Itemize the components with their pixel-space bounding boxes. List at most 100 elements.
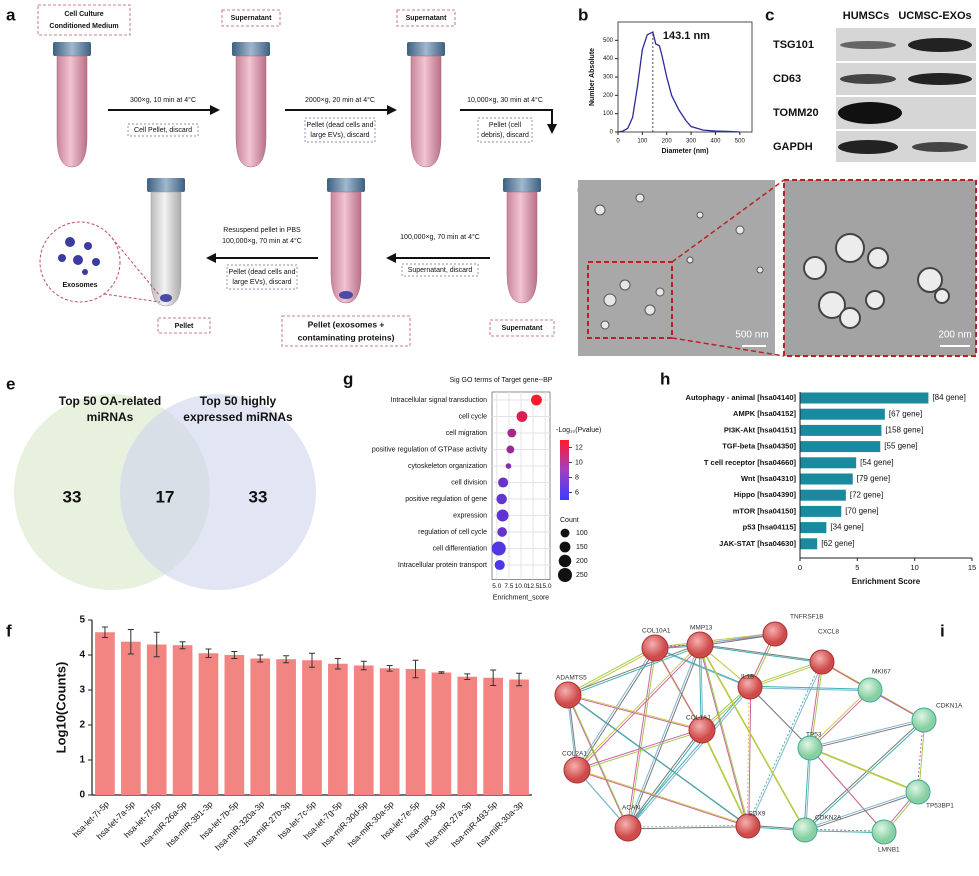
network-node: SOX9 <box>735 811 766 839</box>
network-node: TP53BP1 <box>905 779 954 810</box>
row-label: CD63 <box>773 73 801 85</box>
grey-tube <box>147 178 185 307</box>
scale-label: 200 nm <box>938 330 971 341</box>
panel-label: i <box>940 621 945 640</box>
network-edges <box>566 632 926 834</box>
bar <box>800 424 882 436</box>
step-label: Cell Pellet, discard <box>134 127 192 134</box>
bar <box>172 645 193 795</box>
node-circle <box>688 716 716 744</box>
gene-label: [55 gene] <box>884 442 917 451</box>
step-label: Supernatant <box>502 325 544 332</box>
x-tick-label: hsa-miR-30a-3p <box>475 799 525 849</box>
bar <box>250 658 271 795</box>
bubble <box>494 559 505 571</box>
bar <box>800 441 881 453</box>
gene-label: [67 gene] <box>889 409 922 418</box>
tube <box>52 41 92 168</box>
particle <box>644 304 656 316</box>
x-tick-label: 7.5 <box>504 583 513 590</box>
network-node: COL10A1 <box>641 628 671 662</box>
gene-label: [84 gene] <box>932 393 965 402</box>
size-legend-dot <box>559 541 571 553</box>
network-edge <box>746 660 822 826</box>
particle <box>917 267 943 293</box>
y-tick-label: cell migration <box>446 430 487 437</box>
network-node: CDKN1A <box>911 703 963 733</box>
panel-e: e Top 50 OA-related miRNAs Top 50 highly… <box>6 374 316 590</box>
error-bar <box>386 665 393 672</box>
network-edge <box>750 687 871 692</box>
bar <box>198 653 219 795</box>
network-edge <box>628 645 702 829</box>
label-box <box>281 315 411 347</box>
panel-c: c HUMSCs UCMSC-EXOs TSG101 CD63 TOMM20 G… <box>765 5 976 162</box>
network-node: ADAMTS5 <box>554 675 587 709</box>
step-label: debris), discard <box>481 132 529 139</box>
network-node: TNFRSF1B <box>762 614 824 647</box>
network-edge <box>627 824 748 828</box>
x-tick-label: 10.0 <box>515 583 528 590</box>
y-tick-label: 1 <box>79 755 85 766</box>
network-node: TP53 <box>797 732 823 761</box>
particle <box>839 307 861 329</box>
zoom-line <box>671 337 785 357</box>
x-tick-label: 0 <box>798 563 802 572</box>
panel-f: f012345Log10(Counts)hsa-let-7i-5phsa-let… <box>6 615 532 852</box>
y-tick-label: cell differentiation <box>433 545 487 552</box>
network-node: CDKN2A <box>792 815 842 843</box>
dot <box>73 255 83 265</box>
legend-title: Count <box>560 517 579 524</box>
network-edge <box>809 718 924 748</box>
blot-band <box>838 140 898 154</box>
step-label: 100,000×g, 70 min at 4°C <box>400 233 480 241</box>
venn-label: expressed miRNAs <box>183 410 293 424</box>
error-bar <box>179 641 186 650</box>
pellet-dot <box>160 294 172 302</box>
node-label: MMP13 <box>690 625 713 632</box>
network-edge <box>809 746 918 792</box>
bar <box>276 659 296 795</box>
network-edge <box>699 643 822 662</box>
panel-d: d 500 nm 200 nm <box>577 179 977 357</box>
size-legend-label: 150 <box>576 544 588 551</box>
node-label: COL2A1 <box>562 751 587 758</box>
node-label: ADAMTS5 <box>556 675 587 682</box>
network-edge <box>748 687 752 827</box>
particle <box>635 193 645 203</box>
size-legend-label: 100 <box>576 530 588 537</box>
pellet-dot <box>339 291 353 299</box>
network-node: MKI67 <box>857 669 891 703</box>
row-label: TOMM20 <box>773 107 819 119</box>
particle <box>655 287 665 297</box>
network-edge <box>577 770 749 828</box>
particle <box>756 266 764 274</box>
dot <box>65 237 75 247</box>
size-legend-dot <box>558 554 572 568</box>
particle <box>686 256 694 264</box>
error-bar <box>438 671 445 674</box>
node-label: TP53BP1 <box>926 803 954 810</box>
particle <box>865 290 885 310</box>
x-tick-label: 15 <box>968 563 976 572</box>
bar <box>353 665 374 795</box>
bar <box>800 392 929 404</box>
row-label: GAPDH <box>773 141 813 153</box>
bubble <box>506 445 515 454</box>
bar <box>120 641 141 795</box>
legend-title: -Log₁₀(Pvalue) <box>556 427 601 434</box>
annotation: 143.1 nm <box>663 30 710 42</box>
network-edge <box>702 730 750 828</box>
particle <box>867 247 889 269</box>
y-tick-label: 0 <box>79 790 85 801</box>
bar <box>483 677 504 795</box>
network-node: ACAN <box>614 805 642 842</box>
network-edge <box>567 693 702 730</box>
error-bar <box>490 669 497 686</box>
y-tick-label: mTOR [hsa04150] <box>733 506 797 515</box>
y-tick-label: 500 <box>603 38 614 44</box>
node-label: COL10A1 <box>642 628 671 635</box>
network-edge <box>810 748 886 834</box>
label-box <box>157 317 211 334</box>
network-edge <box>568 695 703 732</box>
